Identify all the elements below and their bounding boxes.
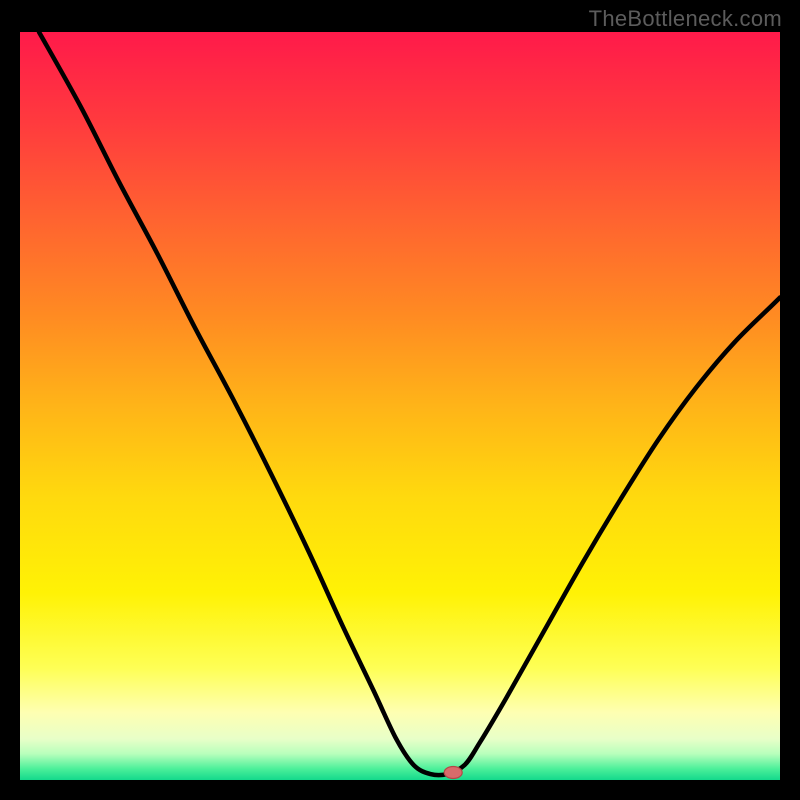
watermark-text: TheBottleneck.com	[589, 6, 782, 32]
bottleneck-chart	[20, 32, 780, 780]
gradient-background	[20, 32, 780, 780]
chart-svg	[20, 32, 780, 780]
optimal-point-marker	[444, 767, 462, 779]
